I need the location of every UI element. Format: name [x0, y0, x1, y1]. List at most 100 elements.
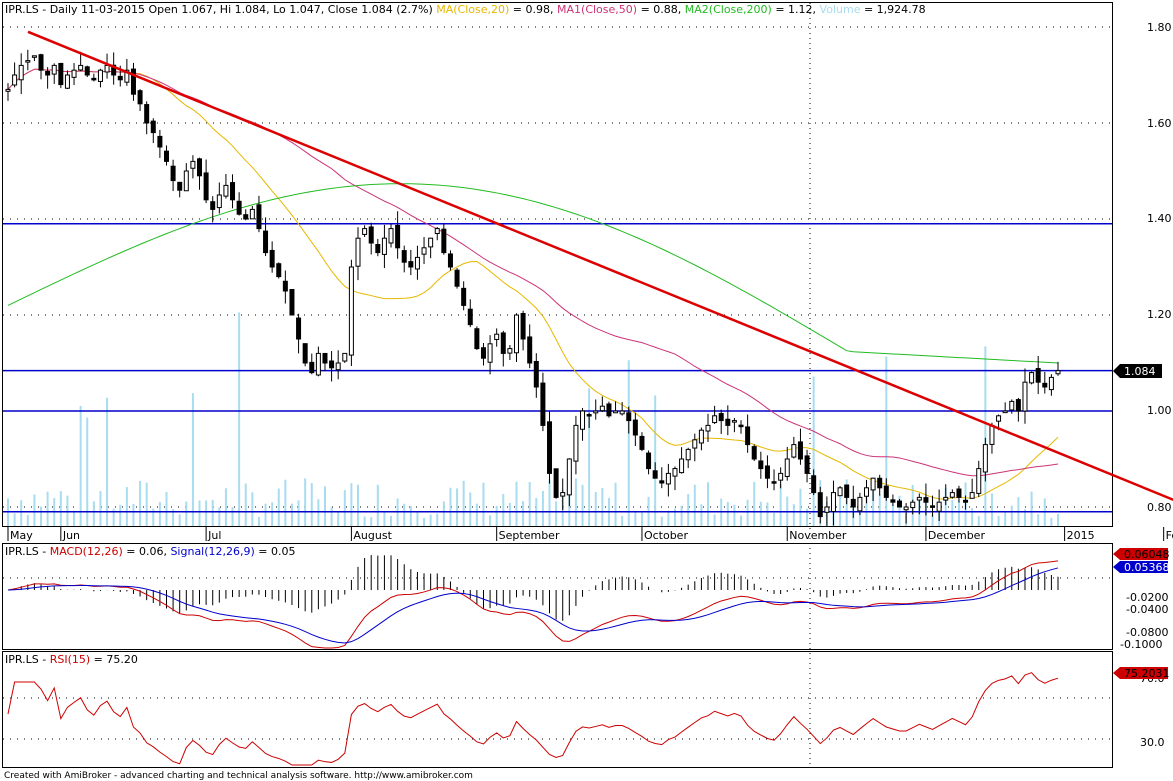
- candle-body: [560, 492, 566, 497]
- volume-bar: [713, 514, 716, 526]
- candle-body: [586, 414, 592, 417]
- last-price-tag: 1.084: [1113, 364, 1162, 378]
- volume-bar: [469, 492, 472, 526]
- volume-bar: [145, 482, 148, 526]
- volume-bar: [119, 504, 122, 526]
- volume-bar: [46, 491, 49, 526]
- volume-bar: [132, 503, 135, 526]
- volume-bar: [211, 499, 214, 526]
- candle-body: [111, 64, 117, 76]
- candle-body: [646, 452, 652, 470]
- candlesticks: [5, 49, 1061, 526]
- volume-bar: [178, 514, 181, 526]
- volume-bar: [588, 388, 591, 526]
- volume-bar: [773, 512, 776, 526]
- volume-bar: [1010, 505, 1013, 526]
- footer-credit: Created with AmiBroker - advanced charti…: [4, 771, 473, 781]
- volume-bar: [350, 483, 353, 526]
- volume-bar: [357, 484, 359, 526]
- volume-bar: [475, 503, 478, 526]
- volume-bar: [251, 492, 254, 526]
- svg-text:75.2031: 75.2031: [1124, 667, 1170, 680]
- candle-body: [1029, 372, 1035, 384]
- volume-bar: [370, 517, 373, 526]
- candle-body: [124, 69, 130, 83]
- candle-body: [461, 287, 467, 306]
- candle-body: [573, 424, 579, 462]
- volume-bar: [238, 312, 241, 526]
- candle-body: [1042, 382, 1048, 388]
- candle-body: [381, 237, 387, 255]
- candle-body: [256, 204, 262, 230]
- svg-text:0.06048: 0.06048: [1124, 548, 1170, 561]
- candle-body: [916, 496, 922, 501]
- candle-body: [64, 74, 70, 89]
- volume-bar: [271, 502, 274, 526]
- candle-body: [725, 418, 731, 426]
- candle-body: [1048, 376, 1054, 391]
- candle-body: [296, 317, 302, 340]
- price-tick-label: 1.60: [1147, 117, 1172, 130]
- candle-body: [533, 360, 539, 388]
- candle-body: [58, 62, 64, 86]
- candle-body: [78, 64, 84, 71]
- price-tick-label: 1.80: [1147, 21, 1172, 34]
- candle-body: [91, 77, 97, 81]
- volume-bar: [693, 484, 696, 526]
- volume-bar: [284, 479, 287, 526]
- candle-body: [764, 465, 770, 479]
- volume-bar: [343, 490, 346, 526]
- volume-bar: [106, 397, 109, 526]
- candle-body: [996, 415, 1002, 422]
- volume-bar: [555, 501, 558, 526]
- candle-body: [1055, 370, 1061, 375]
- candle-body: [375, 244, 381, 254]
- candle-body: [632, 419, 638, 436]
- candle-body: [778, 472, 784, 481]
- candle-body: [976, 468, 982, 494]
- volume-bar: [26, 514, 29, 526]
- price-pane-frame: [2, 2, 1113, 527]
- volume-bar: [581, 484, 584, 526]
- candle-body: [276, 263, 282, 278]
- svg-text:1.084: 1.084: [1124, 365, 1156, 378]
- candle-body: [1009, 400, 1015, 411]
- macd-tick-label: -0.1000: [1120, 638, 1162, 651]
- volume-bar: [515, 481, 518, 526]
- macd-pane-frame: [2, 543, 1113, 650]
- candle-body: [850, 498, 856, 508]
- candle-body: [487, 343, 493, 363]
- volume-bar: [489, 515, 492, 526]
- candle-body: [249, 208, 255, 220]
- month-label: August: [353, 529, 392, 542]
- volume-bar: [297, 500, 300, 526]
- candle-body: [500, 332, 506, 354]
- volume-bar: [528, 482, 531, 526]
- candle-body: [659, 480, 665, 484]
- candle-body: [883, 485, 889, 498]
- volume-bar: [66, 495, 69, 526]
- volume-bar: [687, 494, 690, 526]
- price-tick-label: 1.00: [1147, 404, 1172, 417]
- volume-bar: [898, 495, 901, 526]
- volume-bar: [158, 501, 161, 526]
- candle-body: [580, 410, 586, 430]
- volume-bar: [541, 490, 544, 526]
- rsi-pane-frame: [2, 651, 1113, 768]
- month-label: February: [1166, 529, 1173, 542]
- candle-body: [348, 266, 354, 356]
- candle-body: [791, 444, 797, 458]
- volume-bar: [429, 514, 432, 526]
- volume-bar: [231, 507, 234, 526]
- candle-body: [289, 289, 295, 316]
- volume-bar: [40, 506, 43, 526]
- candle-body: [811, 475, 817, 494]
- candle-body: [190, 160, 196, 169]
- candle-body: [731, 420, 737, 423]
- candle-body: [804, 455, 810, 474]
- signal-line: [7, 567, 1059, 644]
- candle-body: [540, 382, 546, 426]
- volume-bar: [548, 479, 551, 526]
- candle-body: [553, 468, 559, 498]
- volume-bar: [872, 489, 875, 526]
